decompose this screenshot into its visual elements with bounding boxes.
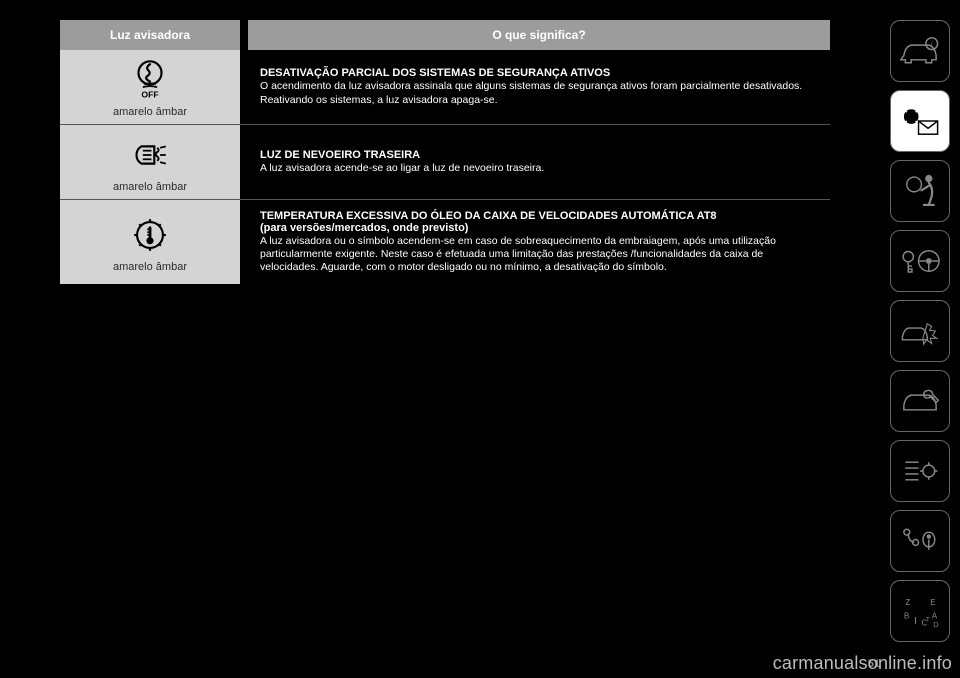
row-icon-cell: OFF amarelo âmbar xyxy=(60,50,240,124)
tab-audio-location-icon xyxy=(890,510,950,572)
header-left: Luz avisadora xyxy=(60,20,240,50)
icon-label: amarelo âmbar xyxy=(113,261,187,273)
table-row: amarelo âmbar LUZ DE NEVOEIRO TRASEIRA A… xyxy=(60,125,830,200)
svg-text:A: A xyxy=(932,611,938,620)
tab-key-steering-icon xyxy=(890,230,950,292)
tab-indicator-msg-icon xyxy=(890,90,950,152)
row-content: LUZ DE NEVOEIRO TRASEIRA A luz avisadora… xyxy=(248,125,830,199)
row-title: DESATIVAÇÃO PARCIAL DOS SISTEMAS DE SEGU… xyxy=(260,67,818,79)
header-right: O que significa? xyxy=(248,20,830,50)
esc-off-icon: OFF xyxy=(126,56,174,104)
svg-text:T: T xyxy=(926,616,930,623)
tab-airbag-icon xyxy=(890,160,950,222)
gearbox-temp-icon xyxy=(126,211,174,259)
svg-text:E: E xyxy=(930,598,936,607)
tab-settings-list-icon xyxy=(890,440,950,502)
header-right-text: O que significa? xyxy=(492,28,585,42)
section-tabs: i xyxy=(890,20,950,642)
tab-car-service-icon xyxy=(890,370,950,432)
icon-label: amarelo âmbar xyxy=(113,181,187,193)
row-icon-cell: amarelo âmbar xyxy=(60,125,240,199)
row-icon-cell: amarelo âmbar xyxy=(60,200,240,284)
header-left-text: Luz avisadora xyxy=(110,28,190,42)
tab-car-info-icon: i xyxy=(890,20,950,82)
svg-text:I: I xyxy=(914,616,917,627)
svg-text:D: D xyxy=(933,620,938,629)
svg-text:Z: Z xyxy=(905,598,910,607)
svg-text:B: B xyxy=(904,611,909,620)
row-text: A luz avisadora ou o símbolo acendem-se … xyxy=(260,235,818,274)
table-row: amarelo âmbar TEMPERATURA EXCESSIVA DO Ó… xyxy=(60,200,830,284)
warning-table: Luz avisadora O que significa? OFF amare… xyxy=(60,20,830,284)
row-content: DESATIVAÇÃO PARCIAL DOS SISTEMAS DE SEGU… xyxy=(248,50,830,124)
watermark-text: carmanualsonline.info xyxy=(773,653,952,674)
row-subtitle: (para versões/mercados, onde previsto) xyxy=(260,222,818,234)
tab-index-letters-icon: Z E B A D I C T xyxy=(890,580,950,642)
rear-fog-icon xyxy=(126,131,174,179)
icon-label: amarelo âmbar xyxy=(113,106,187,118)
row-text: A luz avisadora acende-se ao ligar a luz… xyxy=(260,162,818,175)
table-row: OFF amarelo âmbar DESATIVAÇÃO PARCIAL DO… xyxy=(60,50,830,125)
row-title: TEMPERATURA EXCESSIVA DO ÓLEO DA CAIXA D… xyxy=(260,210,818,222)
tab-collision-icon xyxy=(890,300,950,362)
row-text: O acendimento da luz avisadora assinala … xyxy=(260,80,818,106)
row-content: TEMPERATURA EXCESSIVA DO ÓLEO DA CAIXA D… xyxy=(248,200,830,284)
svg-text:OFF: OFF xyxy=(141,89,158,99)
table-header: Luz avisadora O que significa? xyxy=(60,20,830,50)
row-title: LUZ DE NEVOEIRO TRASEIRA xyxy=(260,149,818,161)
